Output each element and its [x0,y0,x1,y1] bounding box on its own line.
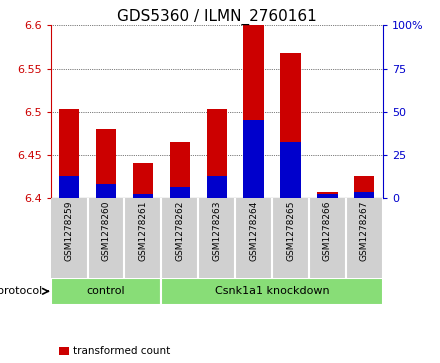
Bar [317,192,337,198]
Bar [206,176,227,198]
Text: GSM1278266: GSM1278266 [323,200,332,261]
Text: GSM1278261: GSM1278261 [138,200,147,261]
Text: GSM1278262: GSM1278262 [175,200,184,261]
Bar [133,163,153,198]
Text: GSM1278264: GSM1278264 [249,200,258,261]
Text: transformed count: transformed count [73,346,171,355]
Text: protocol: protocol [0,286,42,296]
Text: GSM1278263: GSM1278263 [212,200,221,261]
Text: GSM1278260: GSM1278260 [102,200,110,261]
Bar [354,176,374,198]
Title: GDS5360 / ILMN_2760161: GDS5360 / ILMN_2760161 [117,9,316,25]
Bar [59,176,79,198]
Bar [317,195,337,198]
Text: GSM1278267: GSM1278267 [360,200,369,261]
Bar [96,184,116,198]
Bar [51,278,161,305]
Text: control: control [87,286,125,296]
Bar [280,53,301,198]
Text: GSM1278259: GSM1278259 [65,200,73,261]
Bar [170,142,190,198]
Bar [280,142,301,198]
Bar [243,120,264,198]
Text: GSM1278265: GSM1278265 [286,200,295,261]
Bar [243,25,264,198]
Bar [161,278,383,305]
Bar [96,129,116,198]
Text: Csnk1a1 knockdown: Csnk1a1 knockdown [215,286,330,296]
Bar [170,187,190,198]
Bar [354,192,374,198]
Bar [133,195,153,198]
Bar [59,109,79,198]
Bar [206,109,227,198]
